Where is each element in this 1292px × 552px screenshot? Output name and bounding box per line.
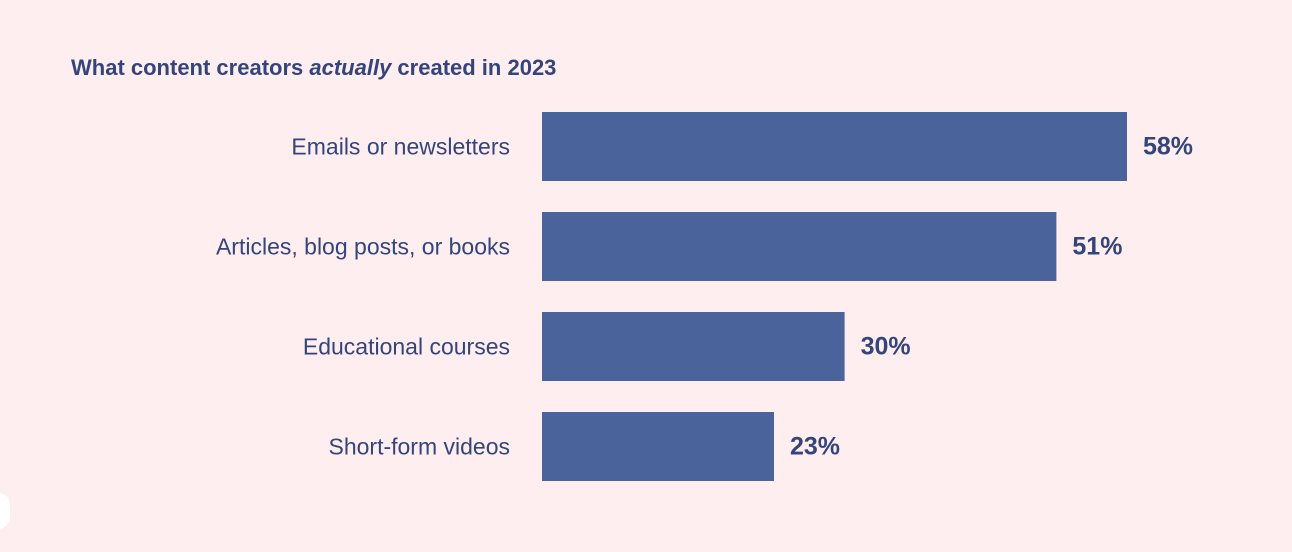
category-label-3: Educational courses [303,334,510,360]
value-label-2: 51% [1072,233,1122,261]
category-label-4: Short-form videos [328,434,510,460]
bar-2 [542,212,1057,281]
bar-4 [542,412,774,481]
value-label-1: 58% [1143,133,1193,161]
title-text-after: created in 2023 [391,55,557,80]
title-emphasis: actually [309,55,392,80]
bar-1 [542,112,1127,181]
category-label-2: Articles, blog posts, or books [216,234,510,260]
title-text-before: What content creators [71,55,310,80]
value-label-3: 30% [861,333,911,361]
category-label-1: Emails or newsletters [291,134,510,160]
bar-3 [542,312,845,381]
corner-circle-decoration [0,493,10,529]
chart-title: What content creators actually created i… [71,55,556,81]
value-label-4: 23% [790,433,840,461]
